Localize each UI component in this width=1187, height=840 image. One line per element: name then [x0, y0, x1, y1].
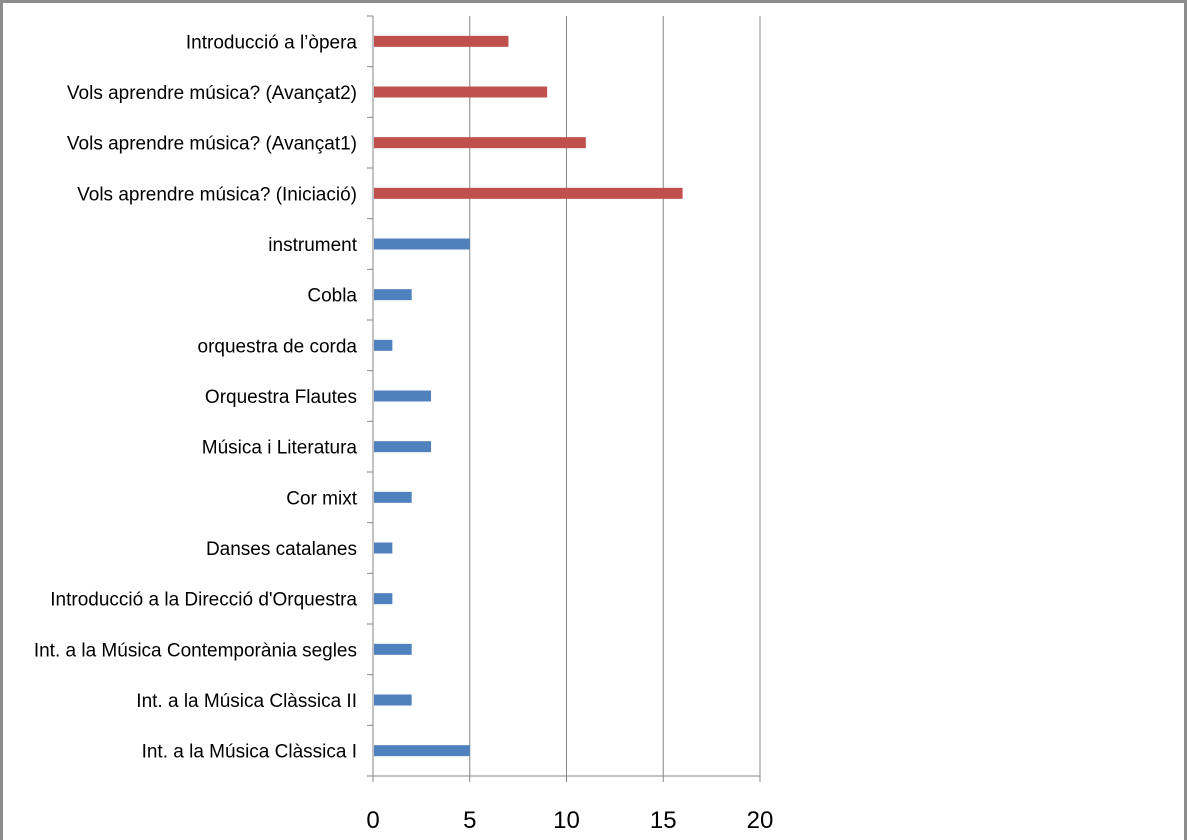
- category-label: Vols aprendre música? (Avançat2): [67, 83, 357, 104]
- category-label: Orquestra Flautes: [205, 387, 357, 408]
- bar: [374, 542, 393, 554]
- bar: [374, 238, 470, 250]
- bar: [374, 35, 509, 47]
- bar: [374, 86, 548, 98]
- axes: [367, 15, 761, 782]
- bar: [374, 390, 432, 402]
- category-label: Vols aprendre música? (Avançat1): [67, 134, 357, 155]
- bar: [374, 187, 683, 199]
- category-label: Int. a la Música Contemporània segles: [34, 640, 357, 661]
- x-tick-label: 20: [747, 807, 774, 834]
- category-label: Int. a la Música Clàssica I: [142, 742, 357, 763]
- gridlines: [469, 16, 761, 776]
- x-tick-labels: 0 5 10 15 20: [366, 807, 773, 834]
- category-label: instrument: [268, 235, 357, 256]
- category-label: Música i Literatura: [202, 438, 358, 459]
- bar: [374, 643, 412, 655]
- category-label: Danses catalanes: [206, 539, 357, 560]
- category-label: Cor mixt: [286, 488, 357, 509]
- bar: [374, 137, 586, 149]
- bar: [374, 593, 393, 605]
- bar: [374, 491, 412, 503]
- x-tick-label: 15: [650, 807, 677, 834]
- bar: [374, 339, 393, 351]
- category-labels: Introducció a l’òpera Vols aprendre músic…: [34, 32, 358, 762]
- bar: [374, 694, 412, 706]
- bars: [374, 35, 683, 757]
- bar: [374, 745, 470, 757]
- bar: [374, 289, 412, 301]
- bar: [374, 441, 432, 453]
- category-label: Cobla: [307, 286, 357, 307]
- category-label: Introducció a l’òpera: [186, 32, 358, 53]
- category-label: Int. a la Música Clàssica II: [136, 691, 357, 712]
- x-tick-label: 0: [366, 807, 379, 834]
- x-tick-label: 5: [463, 807, 476, 834]
- category-label: orquestra de corda: [198, 336, 358, 357]
- x-tick-label: 10: [553, 807, 580, 834]
- category-label: Introducció a la Direcció d'Orquestra: [50, 590, 357, 611]
- category-label: Vols aprendre música? (Iniciació): [77, 184, 357, 205]
